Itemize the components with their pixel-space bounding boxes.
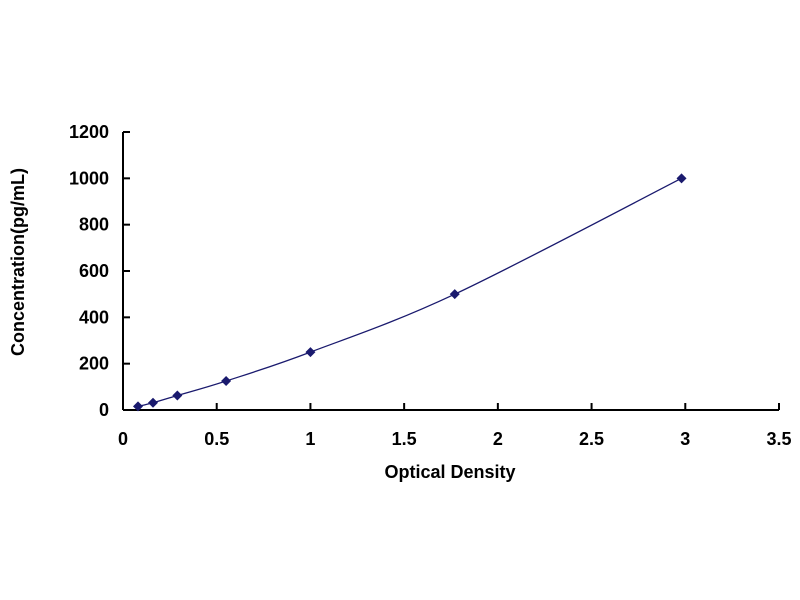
data-point <box>449 289 460 300</box>
data-point <box>147 397 158 408</box>
y-axis-label: Concentration(pg/mL) <box>8 168 28 356</box>
x-tick-label: 2.5 <box>579 429 604 449</box>
data-point <box>172 390 183 401</box>
y-tick-label: 800 <box>79 215 109 235</box>
y-tick-label: 1000 <box>69 168 109 188</box>
x-tick-label: 2 <box>493 429 503 449</box>
x-tick-label: 1.5 <box>392 429 417 449</box>
y-tick-label: 600 <box>79 261 109 281</box>
data-point <box>305 347 316 358</box>
x-tick-label: 0 <box>118 429 128 449</box>
x-tick-label: 0.5 <box>204 429 229 449</box>
data-point <box>221 376 232 387</box>
x-tick-label: 1 <box>305 429 315 449</box>
x-tick-label: 3 <box>680 429 690 449</box>
trend-curve <box>137 177 682 408</box>
y-tick-label: 0 <box>99 400 109 420</box>
x-tick-label: 3.5 <box>766 429 791 449</box>
x-axis-label: Optical Density <box>384 462 515 482</box>
data-point <box>132 401 143 412</box>
y-tick-label: 400 <box>79 307 109 327</box>
data-point <box>676 173 687 184</box>
y-tick-label: 1200 <box>69 122 109 142</box>
y-tick-label: 200 <box>79 354 109 374</box>
